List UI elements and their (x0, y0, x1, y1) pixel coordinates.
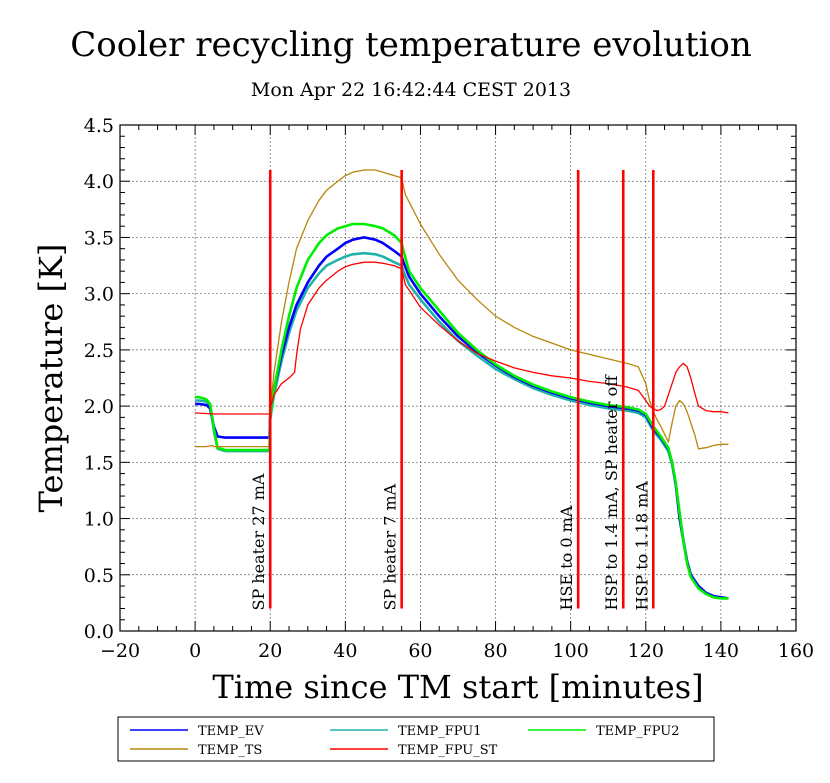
x-tick-label: 0 (189, 640, 201, 662)
y-tick-label: 0.5 (84, 565, 114, 587)
annotations: SP heater 27 mA SP heater 7 mA HSE to 0 mA… (249, 169, 655, 611)
x-tick-label: 80 (483, 640, 507, 662)
plot-frame (119, 124, 797, 632)
ticks: −20 0 20 40 60 80 100 120 140 160 0.0 0.5 1.0 1.5 2.0 2… (84, 115, 814, 662)
legend: TEMP_EV TEMP_FPU1 TEMP_FPU2 TEMP_TS TEMP_FPU… (117, 716, 715, 762)
y-tick-label: 3.5 (84, 227, 114, 249)
x-tick-label: 60 (408, 640, 432, 662)
y-tick-label: 4.5 (84, 115, 114, 137)
x-axis-label: Time since TM start [minutes] (212, 668, 703, 706)
x-tick-label: 100 (553, 640, 589, 662)
series-line-temp-ts (195, 169, 729, 450)
y-tick-label: 1.5 (84, 452, 114, 474)
series-layer (195, 169, 729, 600)
x-tick-label: 120 (628, 640, 664, 662)
chart-title: Cooler recycling temperature evolution (70, 25, 752, 65)
x-tick-label: 20 (258, 640, 282, 662)
y-tick-label: 4.0 (84, 171, 114, 193)
legend-box (117, 716, 715, 762)
annotation-label: HSP to 1.18 mA (632, 481, 651, 611)
y-tick-label: 1.0 (84, 509, 114, 531)
x-tick-label: 160 (778, 640, 814, 662)
legend-label: TEMP_FPU_ST (398, 743, 498, 758)
y-tick-label: 0.0 (84, 621, 114, 643)
annotation-label: SP heater 27 mA (249, 473, 268, 610)
y-axis-label: Temperature [K] (32, 244, 70, 513)
legend-label: TEMP_FPU2 (596, 724, 679, 739)
x-tick-label: −20 (100, 640, 140, 662)
chart-subtitle: Mon Apr 22 16:42:44 CEST 2013 (251, 79, 571, 101)
x-tick-label: 40 (333, 640, 357, 662)
series-line-temp-fpu-st (195, 261, 729, 415)
y-tick-label: 3.0 (84, 284, 114, 306)
legend-label: TEMP_TS (198, 743, 262, 758)
legend-label: TEMP_FPU1 (398, 724, 481, 739)
series-line-temp-fpu2 (195, 222, 729, 600)
annotation-label: HSP to 1.4 mA, SP heater off (602, 374, 621, 611)
y-tick-label: 2.5 (84, 340, 114, 362)
x-tick-label: 140 (703, 640, 739, 662)
annotation-label: HSE to 0 mA (557, 505, 576, 610)
y-tick-label: 2.0 (84, 396, 114, 418)
grid (120, 125, 796, 631)
annotation-label: SP heater 7 mA (381, 483, 400, 610)
legend-label: TEMP_EV (198, 724, 264, 739)
